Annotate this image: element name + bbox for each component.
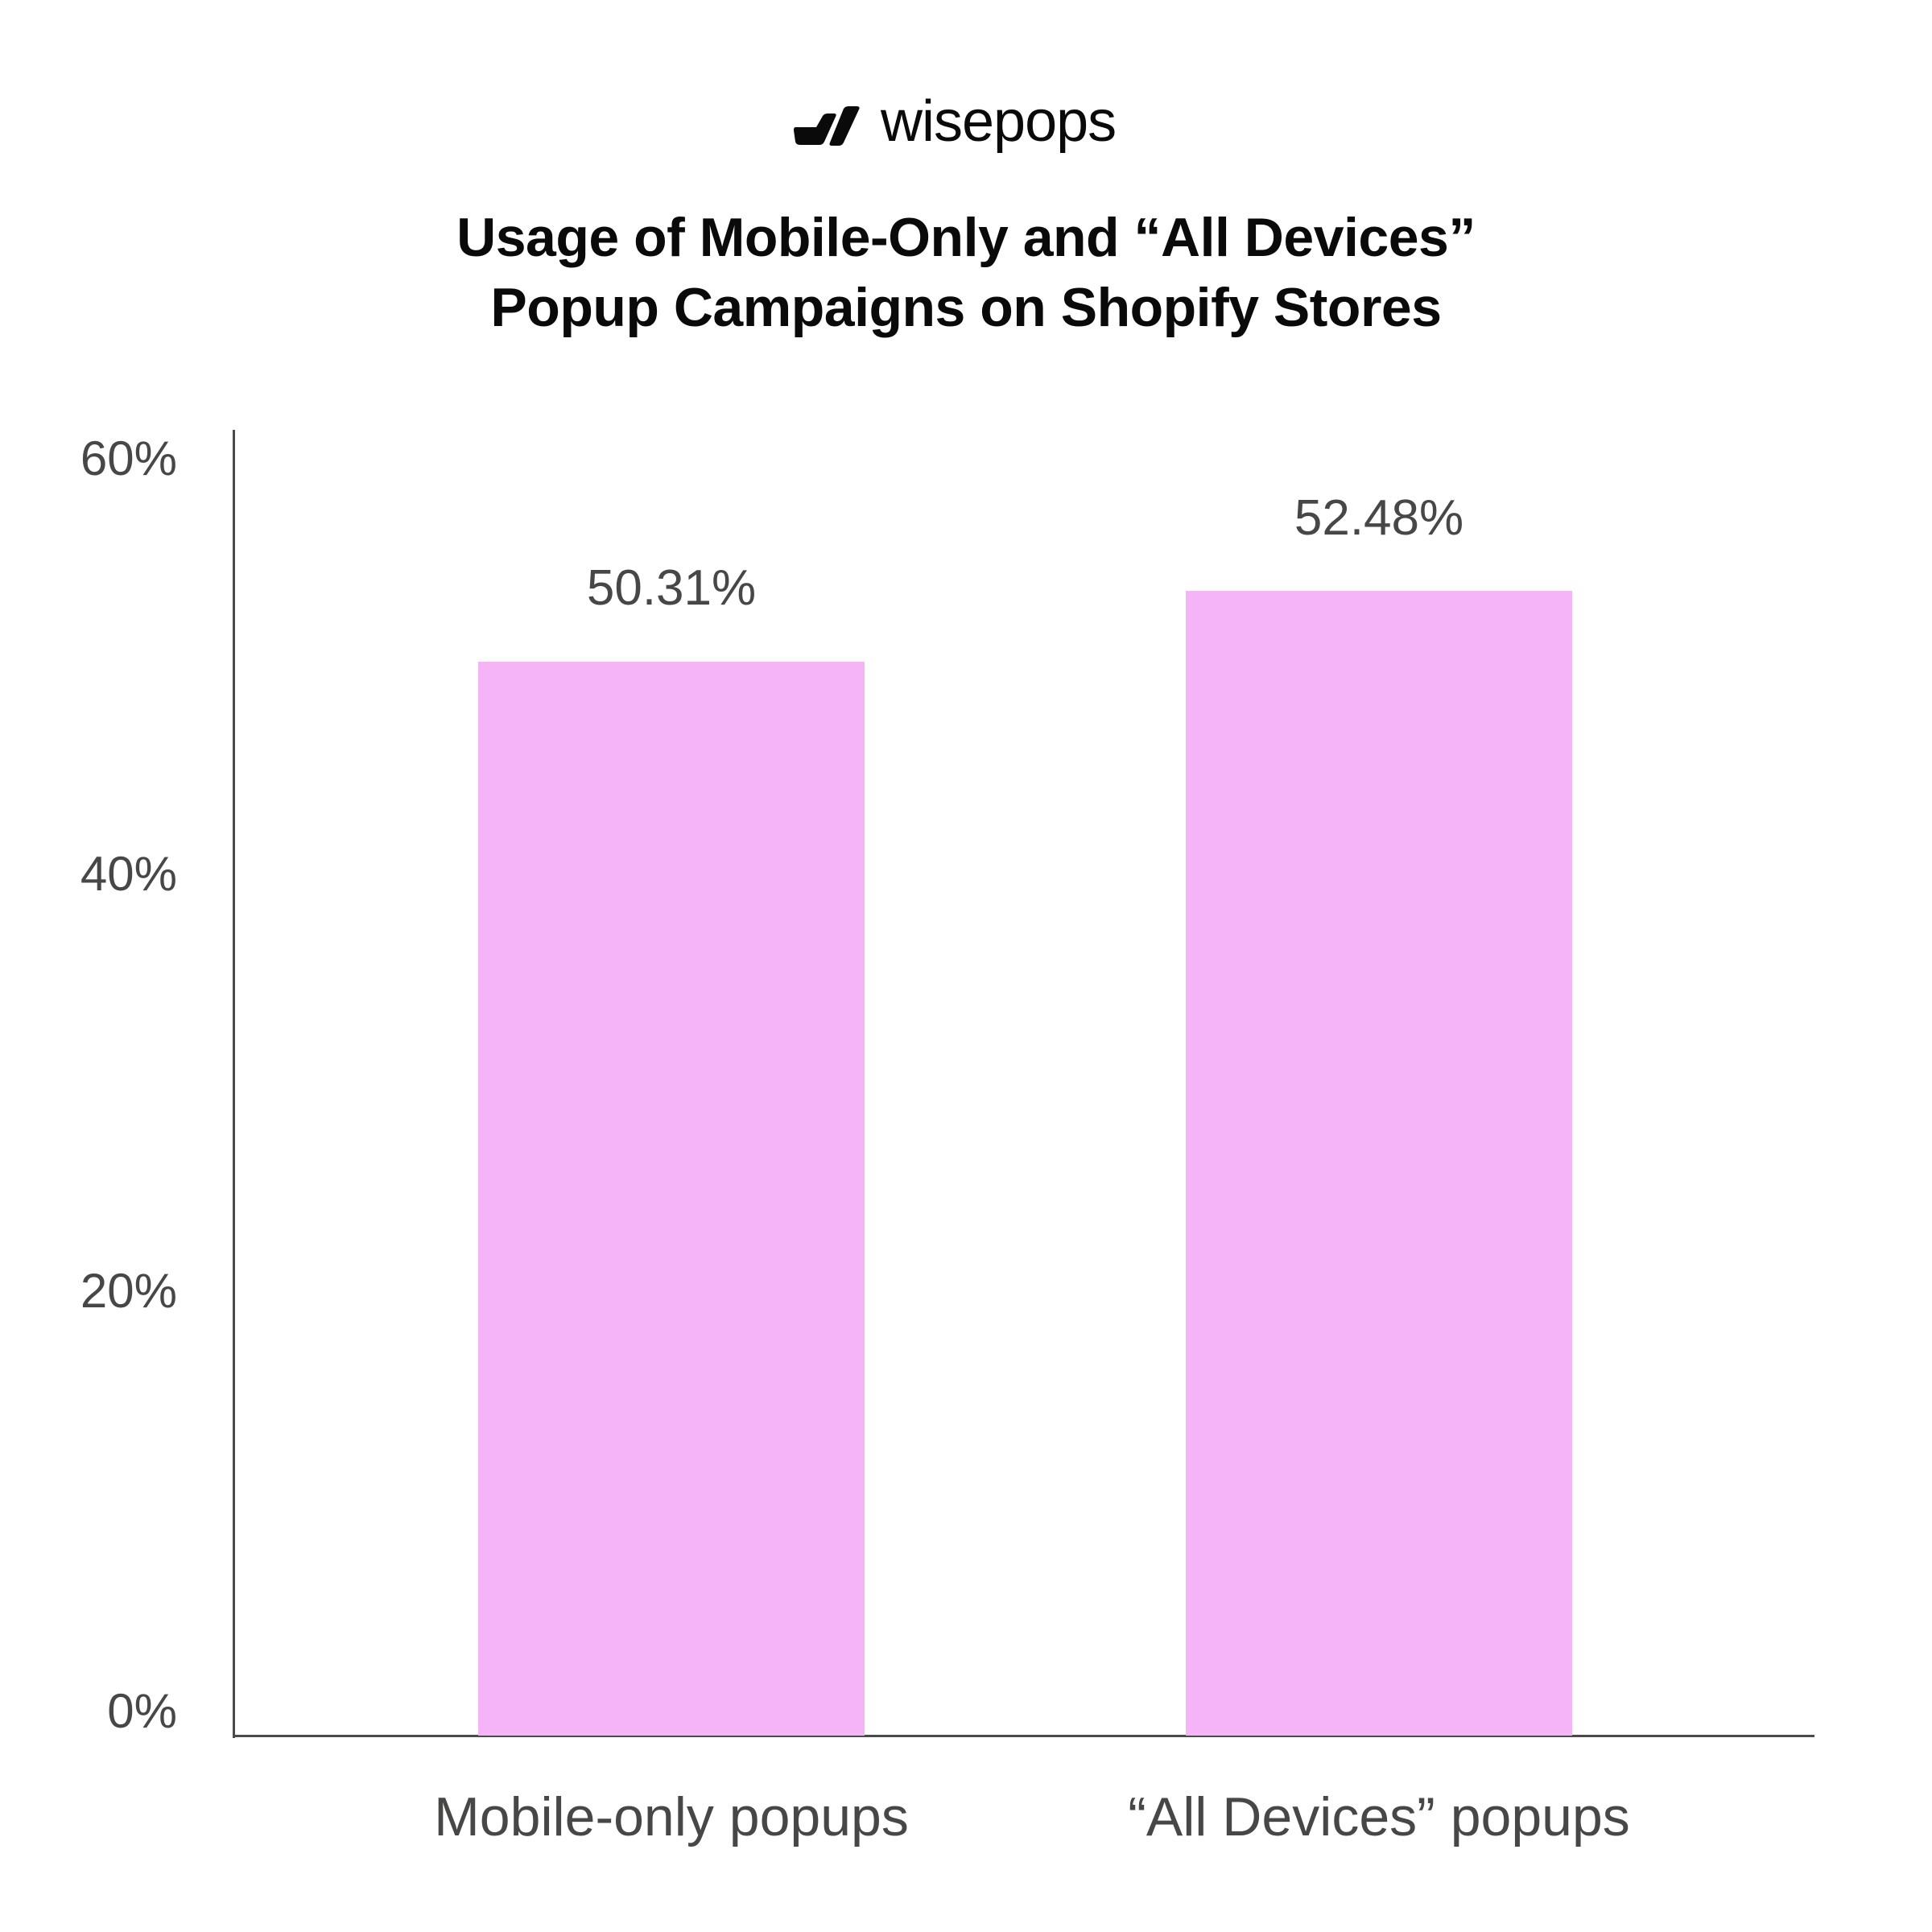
bar-value-label-all-devices: 52.48%: [1294, 490, 1464, 546]
bar-mobile-only: [478, 662, 865, 1736]
y-tick-40: 40%: [80, 847, 177, 901]
brand-logo: wisepops: [792, 93, 1117, 156]
bar-value-label-mobile-only: 50.31%: [586, 560, 757, 616]
bar-all-devices: [1186, 591, 1572, 1736]
chart-title-line-2: Popup Campaigns on Shopify Stores: [490, 277, 1442, 338]
chart-title: Usage of Mobile-Only and “All Devices” P…: [0, 203, 1932, 343]
y-tick-60: 60%: [80, 431, 177, 485]
y-axis: [233, 430, 235, 1738]
x-category-label-mobile-only: Mobile-only popups: [434, 1786, 909, 1847]
y-tick-0: 0%: [107, 1684, 177, 1738]
chart-title-line-1: Usage of Mobile-Only and “All Devices”: [456, 207, 1476, 268]
brand-name: wisepops: [881, 89, 1117, 154]
y-tick-20: 20%: [80, 1264, 177, 1318]
x-axis: [233, 1735, 1814, 1737]
wisepops-logo-icon: [794, 106, 860, 146]
x-category-label-all-devices: “All Devices” popups: [1128, 1786, 1630, 1847]
